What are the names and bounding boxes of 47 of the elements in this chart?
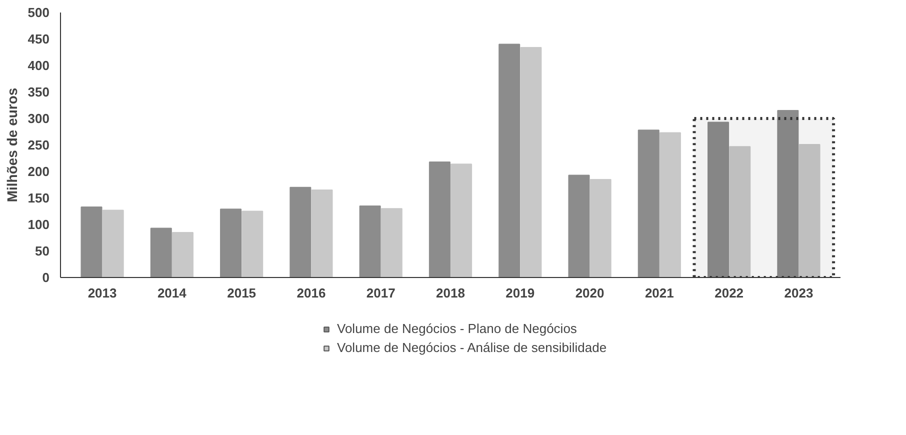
legend-label: Volume de Negócios - Análise de sensibilidade — [337, 340, 607, 355]
bar — [659, 132, 681, 278]
y-tick-label: 100 — [28, 217, 50, 232]
x-tick-label: 2023 — [784, 286, 814, 300]
x-tick-label: 2018 — [436, 286, 465, 300]
bar — [242, 210, 264, 278]
bar — [708, 122, 730, 278]
bar — [498, 44, 520, 278]
bar — [590, 178, 612, 278]
y-tick-label: 400 — [28, 58, 50, 73]
y-tick-label: 0 — [42, 270, 50, 285]
bar — [290, 186, 312, 278]
bar — [520, 46, 542, 278]
bar — [220, 208, 242, 278]
y-tick-label: 500 — [28, 5, 50, 20]
bar — [798, 144, 820, 278]
bar — [102, 210, 124, 278]
y-tick-label: 50 — [35, 244, 50, 258]
x-tick-label: 2016 — [296, 286, 326, 300]
bar — [638, 130, 660, 278]
x-tick-label: 2021 — [644, 286, 674, 300]
bar — [777, 110, 799, 278]
x-tick-label: 2022 — [714, 286, 744, 300]
bar — [428, 161, 450, 278]
bar — [450, 164, 472, 278]
y-tick-label: 250 — [28, 138, 50, 152]
bar — [729, 146, 751, 278]
y-tick-label: 150 — [28, 190, 50, 206]
bar — [311, 190, 333, 278]
bar — [80, 206, 102, 278]
y-tick-label: 350 — [28, 84, 50, 100]
bar — [150, 228, 172, 278]
y-tick-label: 200 — [28, 164, 50, 179]
bar — [568, 174, 590, 278]
y-axis-title: Milhões de euros — [4, 88, 20, 202]
x-tick-label: 2017 — [366, 286, 396, 300]
bar — [172, 232, 194, 278]
x-tick-label: 2014 — [157, 286, 188, 300]
x-tick-label: 2020 — [575, 286, 604, 300]
legend-label: Volume de Negócios - Plano de Negócios — [337, 321, 577, 336]
x-tick-label: 2013 — [88, 286, 117, 300]
x-tick-label: 2015 — [227, 286, 256, 300]
bar — [359, 205, 381, 278]
x-tick-label: 2019 — [506, 286, 535, 300]
bar — [380, 208, 402, 278]
y-tick-label: 300 — [28, 111, 50, 126]
y-tick-label: 450 — [28, 32, 50, 46]
